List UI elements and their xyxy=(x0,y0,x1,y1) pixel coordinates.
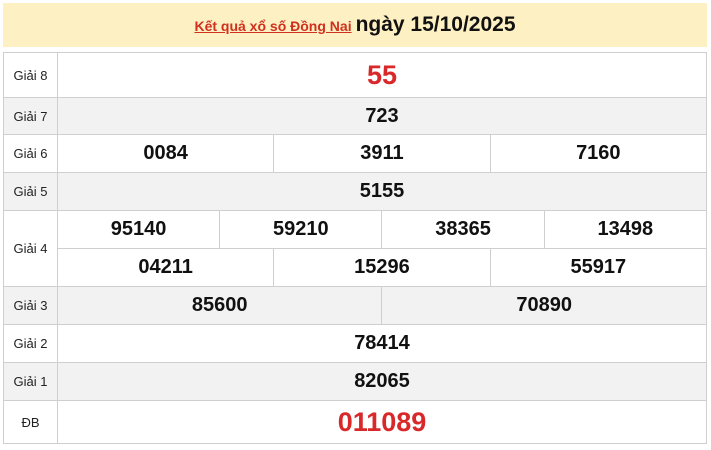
results-table: Giải 8 55 Giải 7 723 Giải 6 0084 3911 71… xyxy=(3,52,708,444)
prize-number: 59210 xyxy=(219,210,383,249)
prize-number: 04211 xyxy=(56,248,275,287)
results-date: ngày 15/10/2025 xyxy=(355,13,516,36)
row-giai-1: Giải 1 82065 xyxy=(3,362,707,401)
prize-number: 7160 xyxy=(489,134,708,173)
row-giai-5: Giải 5 5155 xyxy=(3,172,707,211)
special-prize-number: 011089 xyxy=(57,400,707,444)
prize-label: Giải 8 xyxy=(3,52,58,98)
prize-number: 3911 xyxy=(273,134,491,173)
prize-number: 13498 xyxy=(543,210,708,249)
row-giai-4-b: 04211 15296 55917 xyxy=(4,248,708,287)
prize-label: Giải 5 xyxy=(3,172,58,211)
prize-number: 78414 xyxy=(57,324,707,363)
row-giai-2: Giải 2 78414 xyxy=(3,324,707,363)
prize-label: Giải 2 xyxy=(3,324,58,363)
prize-number: 55917 xyxy=(489,248,708,287)
row-giai-6: Giải 6 0084 3911 7160 xyxy=(3,134,708,173)
prize-number: 82065 xyxy=(57,362,707,401)
prize-label: Giải 7 xyxy=(3,97,58,135)
prize-label: ĐB xyxy=(3,400,58,444)
prize-label: Giải 6 xyxy=(3,134,58,173)
row-giai-8: Giải 8 55 xyxy=(3,52,707,98)
prize-number: 95140 xyxy=(56,210,221,249)
prize-number: 38365 xyxy=(381,210,545,249)
prize-number: 723 xyxy=(57,97,707,135)
prize-label: Giải 1 xyxy=(3,362,58,401)
prize-number: 70890 xyxy=(381,286,707,325)
prize-label: Giải 4 xyxy=(3,210,58,287)
prize-number: 5155 xyxy=(57,172,707,211)
results-header: Kết quả xổ số Đồng Nai ngày 15/10/2025 xyxy=(3,3,707,52)
prize-number: 55 xyxy=(57,52,707,98)
prize-number: 0084 xyxy=(56,134,275,173)
results-title-link[interactable]: Kết quả xổ số Đồng Nai xyxy=(194,18,352,34)
prize-number: 85600 xyxy=(56,286,383,325)
row-giai-3: Giải 3 85600 70890 xyxy=(3,286,707,325)
prize-number: 15296 xyxy=(273,248,491,287)
prize-label: Giải 3 xyxy=(3,286,58,325)
row-giai-4: Giải 4 95140 59210 38365 13498 xyxy=(3,210,708,287)
lottery-results: Kết quả xổ số Đồng Nai ngày 15/10/2025 Gi… xyxy=(3,3,708,444)
row-giai-7: Giải 7 723 xyxy=(3,97,707,135)
row-dac-biet: ĐB 011089 xyxy=(3,400,707,444)
